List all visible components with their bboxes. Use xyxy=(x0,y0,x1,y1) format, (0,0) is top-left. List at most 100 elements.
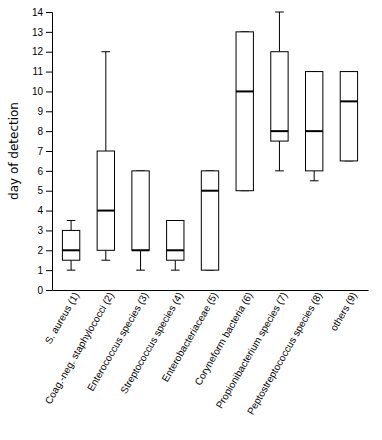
y-tick-mark xyxy=(46,91,52,92)
x-tick-label: S. aureus (1) xyxy=(43,290,81,346)
lower-whisker xyxy=(71,260,72,270)
y-tick: 9 xyxy=(37,106,52,117)
y-tick: 0 xyxy=(37,285,52,296)
y-tick-mark xyxy=(46,250,52,251)
box xyxy=(340,72,357,161)
box-group xyxy=(305,72,322,181)
y-tick: 5 xyxy=(37,185,52,196)
box xyxy=(62,230,79,260)
y-tick: 2 xyxy=(37,245,52,256)
y-axis: 01234567891011121314 xyxy=(32,7,53,296)
y-tick-mark xyxy=(46,151,52,152)
lower-cap xyxy=(136,270,145,271)
lower-whisker xyxy=(279,141,280,171)
median xyxy=(236,90,253,92)
box xyxy=(201,171,218,270)
y-tick-mark xyxy=(46,72,52,73)
lower-whisker xyxy=(105,250,106,260)
box-group xyxy=(236,32,253,191)
x-tick-label: Peptostreptococcus species (8) xyxy=(245,290,324,416)
y-tick-label: 14 xyxy=(32,7,44,18)
upper-whisker xyxy=(279,12,280,52)
chart: 01234567891011121314S. aureus (1)Coag.-n… xyxy=(0,0,382,440)
median xyxy=(62,249,79,251)
median xyxy=(97,210,114,212)
median xyxy=(271,130,288,132)
x-tick-label: Coag.-neg. staphylococci (2) xyxy=(43,290,116,406)
y-tick-label: 6 xyxy=(37,166,43,177)
x-tick: Propionibacterium species (7) xyxy=(214,290,290,410)
x-tick: Coryneform bacteria (6) xyxy=(192,290,254,387)
y-tick-label: 5 xyxy=(37,185,43,196)
x-tick: Peptostreptococcus species (8) xyxy=(245,290,324,416)
x-axis: S. aureus (1)Coag.-neg. staphylococci (2… xyxy=(43,290,369,416)
y-tick: 4 xyxy=(37,205,52,216)
lower-cap xyxy=(67,270,76,271)
y-tick-mark xyxy=(46,270,52,271)
lower-cap xyxy=(101,260,110,261)
median xyxy=(132,249,149,251)
y-tick-label: 1 xyxy=(37,265,43,276)
box-group xyxy=(132,171,149,270)
y-tick-mark xyxy=(46,211,52,212)
y-tick: 1 xyxy=(37,265,52,276)
x-tick: Coag.-neg. staphylococci (2) xyxy=(43,290,116,406)
x-tick: Enterococcus species (3) xyxy=(85,290,151,393)
lower-whisker xyxy=(175,260,176,270)
y-tick-mark xyxy=(46,191,52,192)
y-tick-label: 10 xyxy=(32,86,44,97)
y-tick: 7 xyxy=(37,146,52,157)
y-tick-label: 2 xyxy=(37,245,43,256)
y-tick-mark xyxy=(46,230,52,231)
box xyxy=(236,32,253,191)
box-group xyxy=(340,72,357,161)
median xyxy=(201,190,218,192)
lower-cap xyxy=(275,170,284,171)
y-axis-line xyxy=(46,13,53,291)
box-group xyxy=(62,221,79,271)
y-tick: 12 xyxy=(32,46,52,57)
box-group xyxy=(271,12,288,171)
box xyxy=(271,52,288,141)
x-tick: Streptococcus species (4) xyxy=(118,290,185,395)
x-tick-label: Streptococcus species (4) xyxy=(118,290,185,395)
y-tick: 14 xyxy=(32,7,52,18)
lower-cap xyxy=(171,270,180,271)
median xyxy=(305,130,322,132)
y-tick-label: 9 xyxy=(37,106,43,117)
box xyxy=(132,171,149,250)
lower-cap xyxy=(310,180,319,181)
y-tick-label: 0 xyxy=(37,285,43,296)
upper-cap xyxy=(275,12,284,13)
box xyxy=(167,221,184,261)
y-tick-mark xyxy=(46,52,52,53)
upper-cap xyxy=(67,220,76,221)
y-tick-mark xyxy=(46,32,52,33)
y-tick-label: 4 xyxy=(37,205,43,216)
y-tick-mark xyxy=(46,171,52,172)
lower-whisker xyxy=(140,250,141,270)
y-tick-mark xyxy=(46,111,52,112)
y-tick-label: 8 xyxy=(37,126,43,137)
box xyxy=(97,151,114,250)
y-tick-mark xyxy=(46,290,52,291)
plot: 01234567891011121314S. aureus (1)Coag.-n… xyxy=(32,7,369,417)
x-tick: others (9) xyxy=(328,290,359,333)
lower-whisker xyxy=(314,171,315,181)
median xyxy=(167,249,184,251)
box-group xyxy=(97,52,114,261)
y-tick-mark xyxy=(46,12,52,13)
y-tick: 3 xyxy=(37,225,52,236)
y-tick: 6 xyxy=(37,166,52,177)
median xyxy=(340,100,357,102)
upper-whisker xyxy=(105,52,106,151)
x-tick-label: Propionibacterium species (7) xyxy=(214,290,290,410)
y-tick-mark xyxy=(46,131,52,132)
y-tick-label: 11 xyxy=(33,66,44,77)
y-tick-label: 3 xyxy=(37,225,43,236)
x-tick-label: Coryneform bacteria (6) xyxy=(192,290,254,387)
x-tick-label: Enterococcus species (3) xyxy=(85,290,151,393)
boxes xyxy=(62,12,357,270)
y-tick: 10 xyxy=(32,86,52,97)
box-group xyxy=(167,221,184,271)
